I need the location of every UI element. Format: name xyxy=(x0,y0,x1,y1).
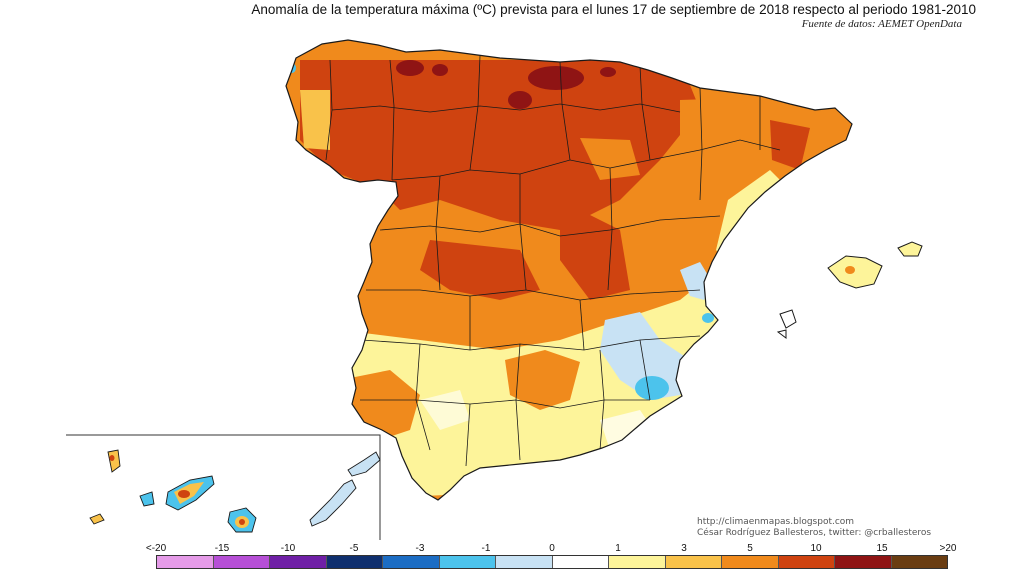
legend-swatch xyxy=(383,556,440,568)
legend-swatch xyxy=(835,556,892,568)
legend-swatch xyxy=(439,556,496,568)
legend-swatch xyxy=(609,556,666,568)
legend-tick: >20 xyxy=(939,543,957,554)
legend-tick: 10 xyxy=(810,543,822,554)
legend-color-bar xyxy=(156,555,948,569)
legend-swatch xyxy=(665,556,722,568)
legend-ticks: <-20 -15 -10 -5 -3 -1 0 1 3 5 10 15 >20 xyxy=(146,543,957,555)
legend-swatch xyxy=(157,556,214,568)
credits: http://climaenmapas.blogspot.com César R… xyxy=(697,517,931,539)
legend-tick: 3 xyxy=(681,543,687,554)
data-source-label: Fuente de datos: AEMET OpenData xyxy=(801,18,962,30)
map-title: Anomalía de la temperatura máxima (ºC) p… xyxy=(251,2,976,17)
legend-tick: -1 xyxy=(481,543,491,554)
legend-tick: -3 xyxy=(415,543,425,554)
legend-tick: -10 xyxy=(280,543,296,554)
author-credit: César Rodríguez Ballesteros, twitter: @c… xyxy=(697,528,932,538)
legend-swatch xyxy=(552,556,609,568)
legend-swatch xyxy=(778,556,835,568)
anomaly-map xyxy=(66,39,923,540)
legend-swatch xyxy=(326,556,383,568)
legend-swatch xyxy=(722,556,779,568)
legend-swatch xyxy=(270,556,327,568)
legend-tick: 15 xyxy=(876,543,888,554)
legend-tick: 0 xyxy=(549,543,555,554)
legend-tick: -15 xyxy=(214,543,230,554)
balearic-islands xyxy=(776,241,923,339)
legend-tick: <-20 xyxy=(145,543,167,554)
peninsula xyxy=(285,39,853,501)
legend-swatch xyxy=(213,556,270,568)
blog-url: http://climaenmapas.blogspot.com xyxy=(697,517,855,527)
legend-swatch xyxy=(496,556,553,568)
legend-tick: 5 xyxy=(747,543,753,554)
canary-islands-inset xyxy=(66,434,381,540)
color-legend: <-20 -15 -10 -5 -3 -1 0 1 3 5 10 15 >20 xyxy=(146,543,957,573)
legend-tick: 1 xyxy=(615,543,621,554)
legend-swatch xyxy=(891,556,947,568)
legend-tick: -5 xyxy=(349,543,359,554)
